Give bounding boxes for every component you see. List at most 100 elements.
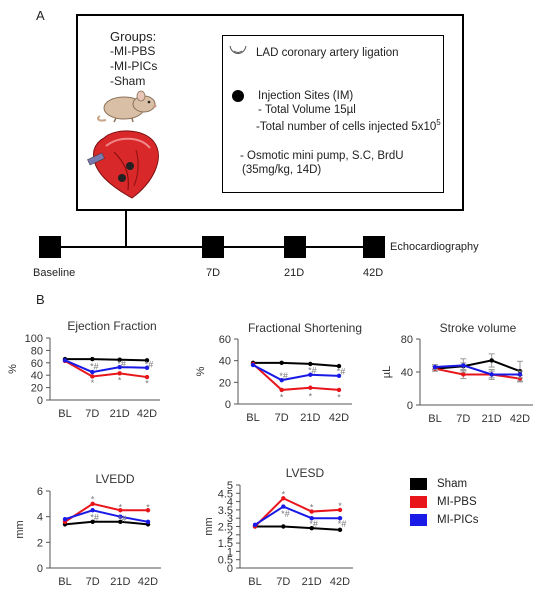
series-line-sham: [64, 520, 149, 526]
legend-swatch-mi-pics: [410, 514, 427, 526]
y-axis-label: %: [7, 364, 19, 374]
chart-title: Ejection Fraction: [67, 319, 156, 333]
y-tick-label: 40: [219, 356, 231, 368]
significance-marker: *: [91, 495, 95, 505]
x-tick-label: 21D: [110, 576, 130, 588]
data-point: [144, 374, 150, 380]
significance-marker: *: [280, 392, 284, 402]
groups-block: Groups: -MI-PBS -MI-PICs -Sham: [110, 29, 157, 89]
x-tick-label: 42D: [510, 413, 530, 425]
timepoint-label: Baseline: [33, 267, 76, 279]
y-tick-label: 2: [227, 530, 233, 542]
significance-marker: *: [119, 502, 123, 512]
series-line-sham: [253, 361, 340, 368]
y-tick-label: 5: [227, 480, 233, 492]
series-line-mi-pbs: [64, 360, 148, 379]
y-tick-label: 40: [31, 370, 43, 382]
data-point: [252, 522, 258, 528]
significance-marker: *: [309, 391, 313, 401]
injection-title: Injection Sites (IM): [258, 90, 354, 102]
series-line-mi-pics: [64, 509, 149, 523]
data-point: [62, 517, 68, 522]
y-tick-label: 4: [37, 512, 43, 524]
x-tick-label: 42D: [137, 408, 157, 420]
data-point: [489, 372, 494, 377]
significance-marker: *: [118, 376, 122, 386]
y-tick-label: 4: [227, 497, 233, 509]
data-point: [336, 363, 342, 369]
timepoint-marker: [39, 236, 61, 258]
data-point: [336, 387, 342, 393]
data-point: [90, 519, 95, 524]
y-tick-label: 80: [401, 334, 413, 346]
data-point: [90, 356, 95, 362]
y-tick-label: 4.5: [218, 488, 233, 500]
legend-label: Sham: [437, 478, 468, 490]
x-tick-label: 42D: [330, 576, 350, 588]
y-tick-label: 0: [407, 400, 413, 412]
chart-title: LVEDD: [95, 472, 134, 486]
data-point: [144, 358, 150, 363]
y-tick-label: 2.5: [218, 522, 233, 534]
y-tick-label: 0: [227, 563, 233, 575]
data-point: [90, 508, 95, 513]
significance-marker: *#: [117, 359, 126, 369]
series-line-mi-pbs: [64, 502, 148, 523]
y-tick-label: 1: [227, 546, 233, 558]
data-point: [118, 508, 123, 513]
data-point: [145, 508, 151, 513]
y-axis-label: mm: [14, 520, 26, 538]
timepoint-label: 21D: [284, 267, 305, 279]
y-tick-label: 60: [31, 358, 43, 370]
x-tick-label: 7D: [456, 413, 470, 425]
data-point: [145, 519, 151, 524]
data-point: [309, 516, 314, 521]
y-tick-label: 0.5: [218, 555, 233, 567]
procedure-box: [222, 35, 444, 193]
data-point: [117, 371, 122, 376]
timepoint-label: 42D: [363, 267, 384, 279]
data-point: [281, 504, 286, 509]
x-tick-label: 7D: [85, 408, 99, 420]
data-point: [117, 364, 122, 370]
series-line-mi-pbs: [254, 497, 341, 528]
x-tick-label: 21D: [300, 412, 320, 424]
legend-item-sham: Sham: [410, 478, 467, 490]
chart-title: Stroke volume: [440, 321, 517, 335]
y-tick-label: 2: [37, 537, 43, 549]
significance-marker: *: [146, 502, 150, 512]
series-line-mi-pics: [252, 364, 340, 382]
y-tick-label: 3.5: [218, 505, 233, 517]
timeline: [39, 211, 385, 258]
series-line-mi-pbs: [434, 367, 521, 380]
cells-exponent: 5: [436, 118, 441, 127]
panel-b-letter: B: [36, 292, 45, 307]
data-point: [281, 524, 286, 529]
significance-marker: *#: [90, 361, 99, 371]
data-point: [337, 527, 343, 533]
suture-icon: [229, 45, 247, 54]
panel-a-letter: A: [36, 8, 45, 23]
data-point: [308, 361, 313, 367]
significance-marker: *#: [279, 371, 288, 381]
chart-title: Fractional Shortening: [248, 321, 362, 335]
significance-marker: *: [337, 392, 341, 402]
y-axis-label: mm: [203, 517, 215, 535]
data-point: [337, 516, 343, 521]
y-axis-label: %: [195, 366, 207, 376]
series-line-mi-pbs: [252, 363, 340, 391]
group-item: -MI-PICs: [110, 59, 158, 73]
y-tick-label: 3: [227, 513, 233, 525]
significance-marker: *#: [308, 365, 317, 375]
x-tick-label: BL: [248, 576, 261, 588]
data-point: [90, 501, 95, 507]
y-tick-label: 0: [225, 399, 231, 411]
data-point: [250, 362, 256, 368]
data-point: [461, 372, 466, 377]
injection-dot-icon: [232, 90, 244, 102]
x-tick-label: 7D: [275, 412, 289, 424]
chart-title: LVESD: [286, 466, 325, 480]
x-tick-label: BL: [246, 412, 259, 424]
y-tick-label: 100: [25, 333, 43, 345]
